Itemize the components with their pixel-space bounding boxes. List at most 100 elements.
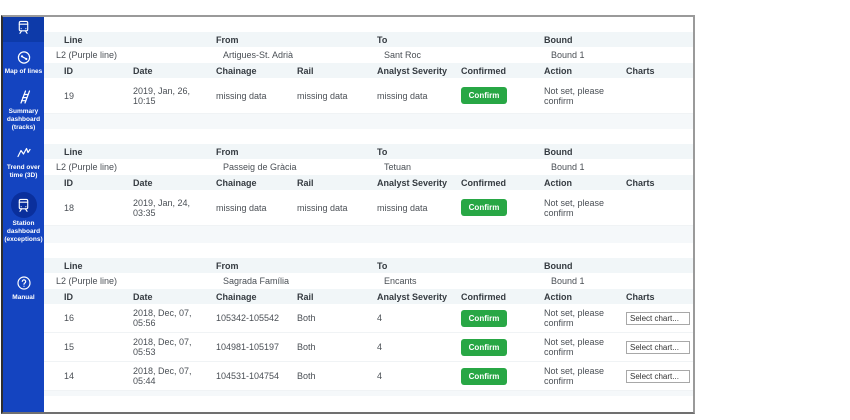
exception-card: Line From To Bound L2 (Purple line) Arti… [44, 17, 693, 129]
row-rail: Both [292, 304, 372, 333]
card-footer-strip [44, 114, 693, 129]
col-charts: Charts [621, 63, 693, 78]
confirm-button[interactable]: Confirm [461, 87, 507, 104]
confirm-button[interactable]: Confirm [461, 309, 507, 327]
col-confirmed: Confirmed [456, 63, 539, 78]
row-severity: 4 [372, 362, 456, 391]
line-value: L2 (Purple line) [44, 159, 211, 175]
row-rail: Both [292, 362, 372, 391]
row-severity: missing data [372, 190, 456, 226]
line-header-row: Line From To Bound [44, 144, 693, 159]
row-action: Not set, please confirm [544, 308, 605, 328]
col-confirmed: Confirmed [456, 175, 539, 190]
app-window: Map of lines Summary dashboard (tracks) [1, 15, 695, 414]
row-chainage: 105342-105542 [211, 304, 292, 333]
col-id: ID [44, 175, 128, 190]
col-bound: Bound [539, 258, 693, 273]
column-header-row: ID Date Chainage Rail Analyst Severity C… [44, 175, 693, 190]
col-to: To [372, 258, 539, 273]
row-id: 14 [44, 362, 128, 391]
col-from: From [211, 144, 372, 159]
col-date: Date [128, 63, 211, 78]
table-row: 18 2019, Jan, 24, 03:35 missing data mis… [44, 190, 693, 226]
col-chainage: Chainage [211, 63, 292, 78]
card-footer-strip [44, 226, 693, 243]
row-action: Not set, please confirm [544, 197, 605, 218]
sidebar-item-label: Manual [12, 294, 35, 301]
exception-card: Line From To Bound L2 (Purple line) Sagr… [44, 243, 693, 396]
row-chainage: missing data [211, 190, 292, 226]
col-action: Action [539, 175, 621, 190]
sidebar-item-station-dashboard[interactable]: Station dashboard (exceptions) [3, 192, 44, 244]
row-charts [621, 78, 693, 114]
col-bound: Bound [539, 144, 693, 159]
column-header-row: ID Date Chainage Rail Analyst Severity C… [44, 63, 693, 78]
bound-value: Bound 1 [539, 273, 693, 289]
col-chainage: Chainage [211, 175, 292, 190]
from-value: Passeig de Gràcia [211, 159, 372, 175]
table-row: 16 2018, Dec, 07, 05:56 105342-105542 Bo… [44, 304, 693, 333]
bound-value: Bound 1 [539, 159, 693, 175]
col-from: From [211, 32, 372, 47]
from-value: Artigues-St. Adrià [211, 47, 372, 63]
col-date: Date [128, 289, 211, 304]
chart-select[interactable]: Select chart... [626, 340, 690, 354]
sidebar-item-label: Map of lines [4, 68, 43, 75]
col-line: Line [44, 258, 211, 273]
col-bound: Bound [539, 32, 693, 47]
line-value: L2 (Purple line) [44, 47, 211, 63]
row-id: 15 [44, 333, 128, 362]
row-date: 2019, Jan, 26, 10:15 [133, 85, 191, 106]
row-id: 19 [44, 78, 128, 114]
row-date: 2019, Jan, 24, 03:35 [133, 197, 191, 218]
col-rail: Rail [292, 63, 372, 78]
sidebar-item-manual[interactable]: Manual [3, 274, 44, 302]
sidebar: Map of lines Summary dashboard (tracks) [3, 17, 44, 412]
col-charts: Charts [621, 175, 693, 190]
station-tram-icon [10, 192, 37, 218]
confirm-button[interactable]: Confirm [461, 338, 507, 356]
to-value: Sant Roc [372, 47, 539, 63]
line-header-row: Line From To Bound [44, 258, 693, 273]
confirm-button[interactable]: Confirm [461, 367, 507, 385]
line-value-row: L2 (Purple line) Sagrada Família Encants… [44, 273, 693, 289]
col-confirmed: Confirmed [456, 289, 539, 304]
col-charts: Charts [621, 289, 693, 304]
col-line: Line [44, 144, 211, 159]
col-action: Action [539, 289, 621, 304]
card-footer-strip [44, 391, 693, 396]
col-action: Action [539, 63, 621, 78]
chart-select[interactable]: Select chart... [626, 311, 690, 325]
line-value: L2 (Purple line) [44, 273, 211, 289]
trend-chart-icon [15, 144, 33, 162]
sidebar-item-summary-dashboard[interactable]: Summary dashboard (tracks) [3, 88, 44, 132]
confirm-button[interactable]: Confirm [461, 199, 507, 216]
to-value: Tetuan [372, 159, 539, 175]
line-value-row: L2 (Purple line) Passeig de Gràcia Tetua… [44, 159, 693, 175]
col-chainage: Chainage [211, 289, 292, 304]
table-row: 14 2018, Dec, 07, 05:44 104531-104754 Bo… [44, 362, 693, 391]
col-to: To [372, 144, 539, 159]
col-analyst-severity: Analyst Severity [372, 63, 456, 78]
row-severity: 4 [372, 304, 456, 333]
main-content: Line From To Bound L2 (Purple line) Arti… [44, 17, 693, 412]
row-date: 2018, Dec, 07, 05:56 [133, 308, 192, 328]
row-date: 2018, Dec, 07, 05:44 [133, 366, 192, 386]
sidebar-item-trend-over-time[interactable]: Trend over time (3D) [3, 144, 44, 180]
sidebar-item-map-of-lines[interactable]: Map of lines [3, 48, 44, 76]
sidebar-item-label: Station dashboard (exceptions) [4, 220, 43, 243]
col-id: ID [44, 289, 128, 304]
column-header-row: ID Date Chainage Rail Analyst Severity C… [44, 289, 693, 304]
row-chainage: missing data [211, 78, 292, 114]
col-analyst-severity: Analyst Severity [372, 175, 456, 190]
col-from: From [211, 258, 372, 273]
col-rail: Rail [292, 175, 372, 190]
tram-icon [16, 20, 31, 40]
chart-select[interactable]: Select chart... [626, 369, 690, 383]
row-rail: Both [292, 333, 372, 362]
col-line: Line [44, 32, 211, 47]
tracks-icon [15, 88, 33, 106]
line-header-row: Line From To Bound [44, 32, 693, 47]
row-id: 16 [44, 304, 128, 333]
map-of-lines-icon [15, 48, 33, 66]
